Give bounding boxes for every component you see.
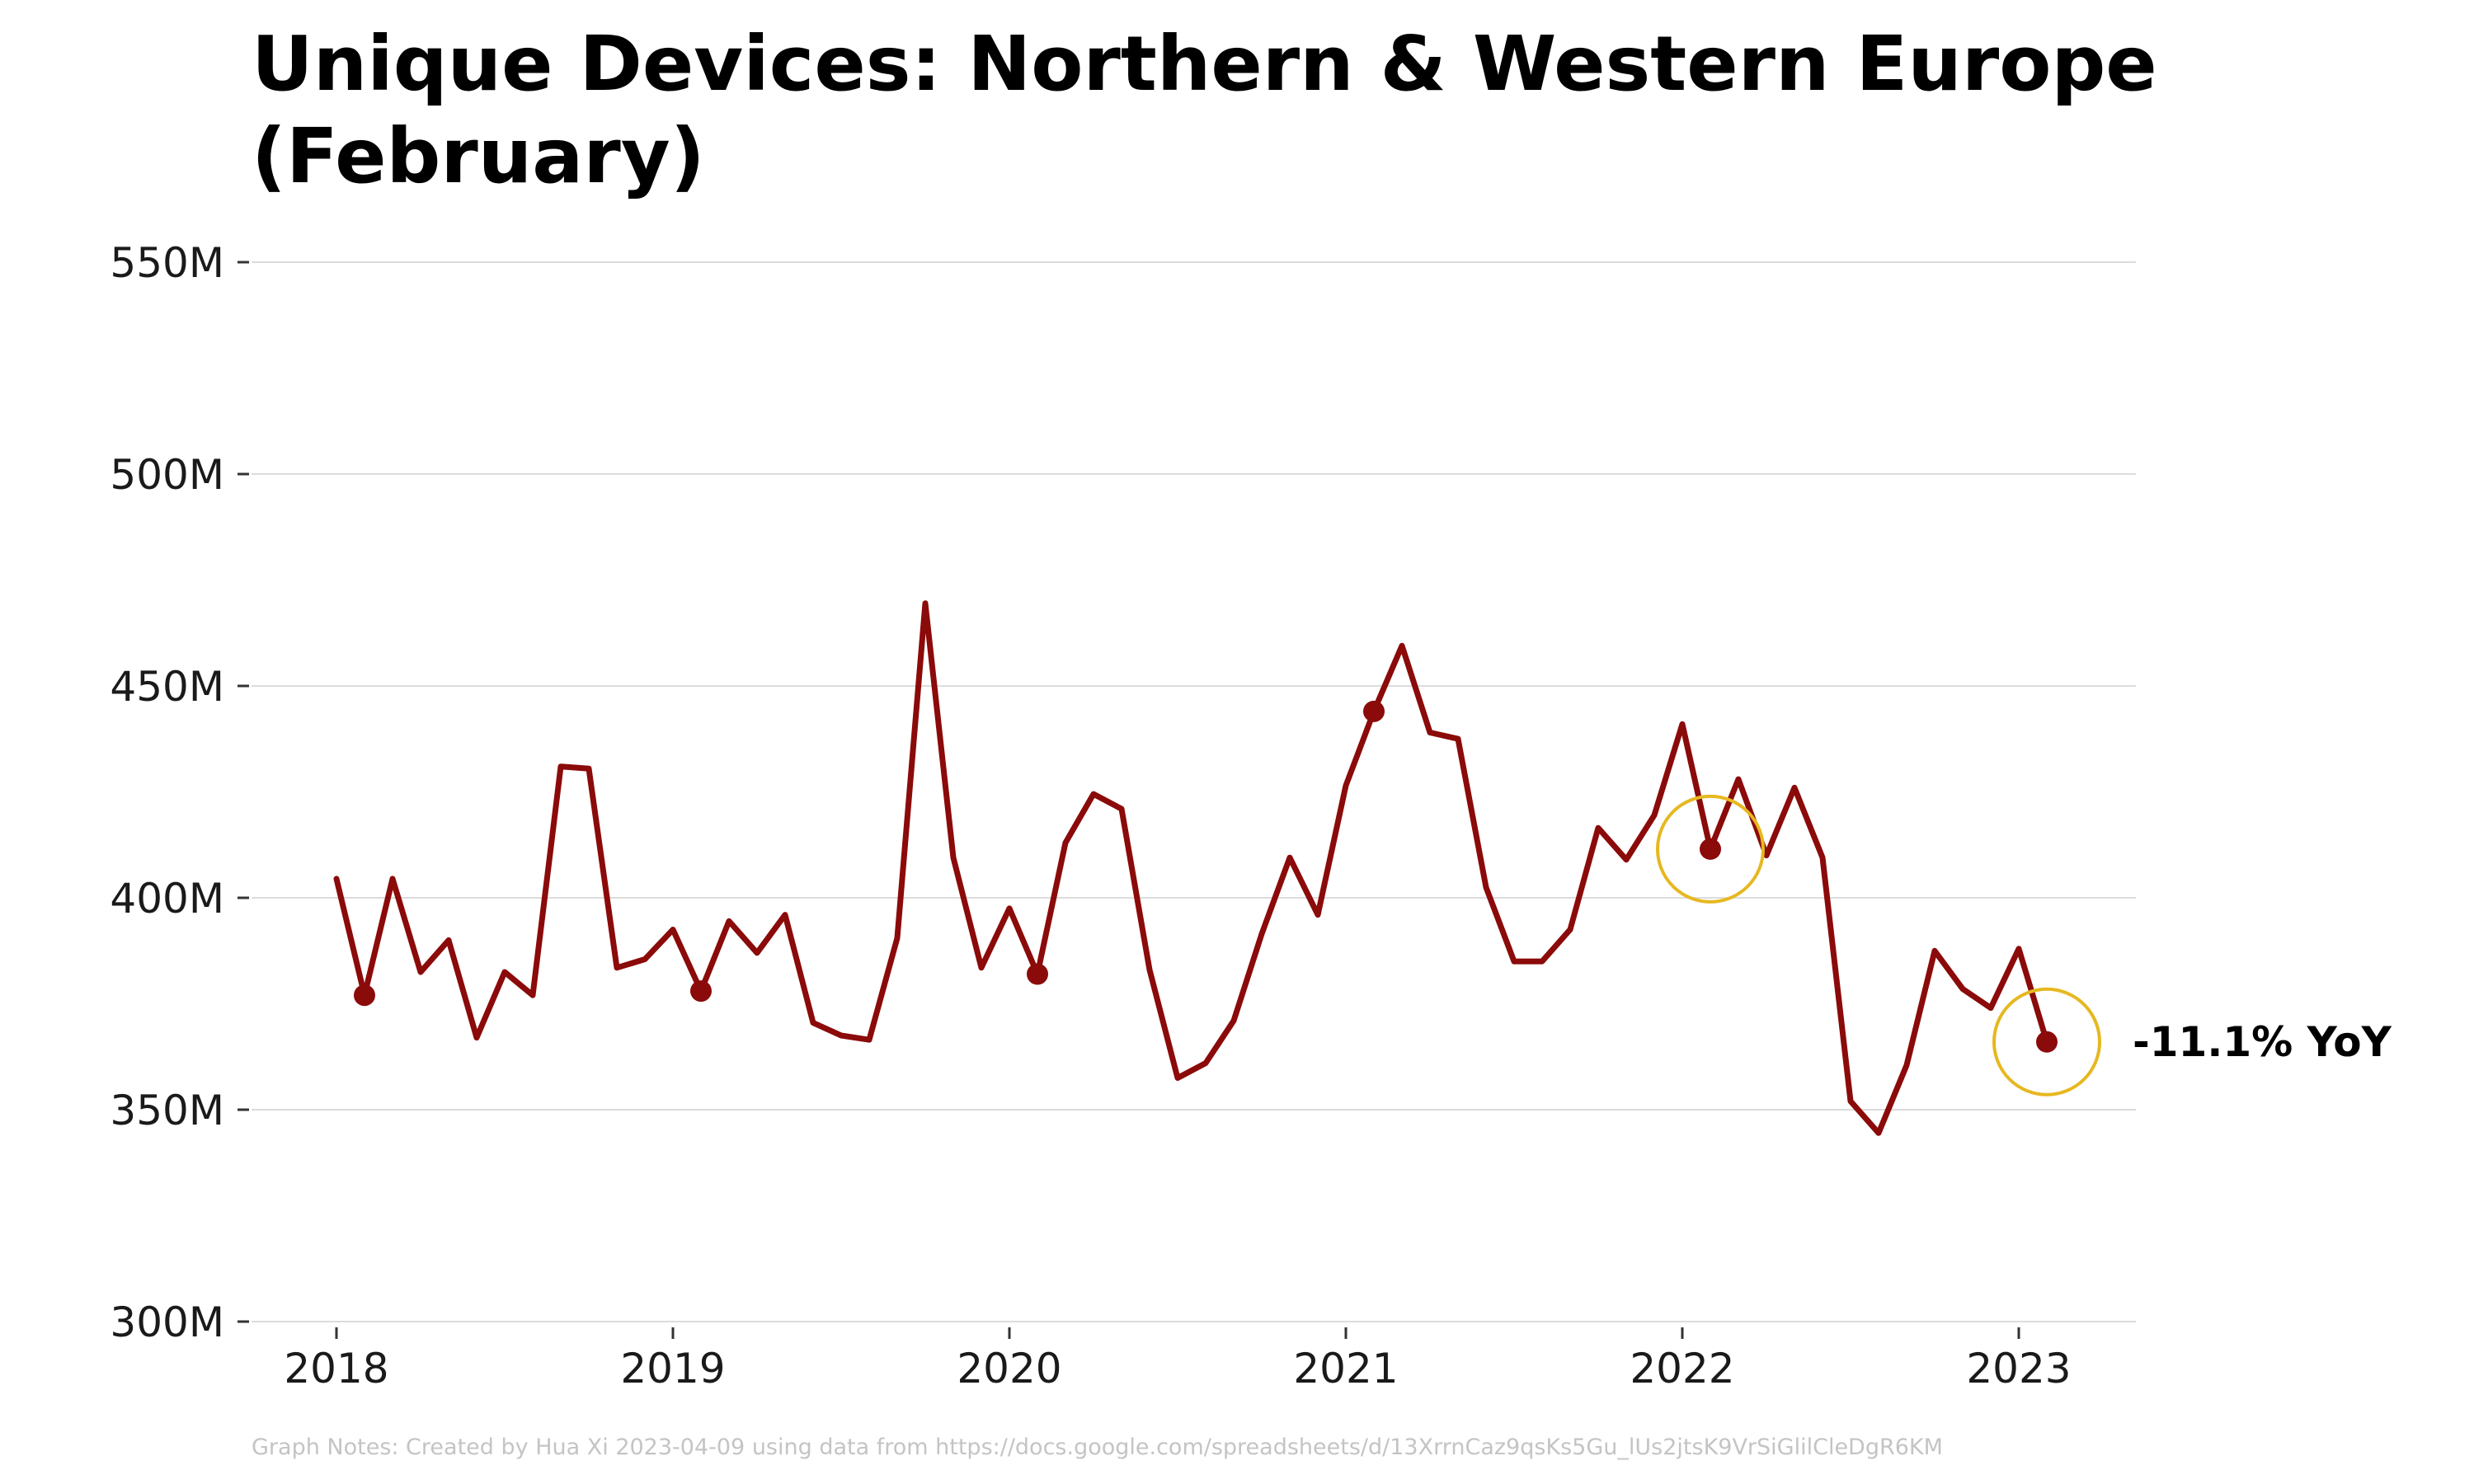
x-tick-label: 2023 xyxy=(1966,1345,2071,1392)
y-tick-label: 450M xyxy=(110,663,224,711)
y-tick-label: 550M xyxy=(110,239,224,287)
february-point xyxy=(354,984,375,1007)
series-layer xyxy=(333,600,2050,1136)
highlight-circle xyxy=(1656,794,1765,904)
graph-notes: Graph Notes: Created by Hua Xi 2023-04-0… xyxy=(252,1435,1943,1460)
february-point xyxy=(2036,1031,2058,1053)
highlight-circle xyxy=(1992,987,2101,1097)
y-tick-label: 300M xyxy=(110,1298,224,1346)
y-tick-label: 350M xyxy=(110,1087,224,1134)
x-tick-label: 2020 xyxy=(957,1345,1061,1392)
x-axis: 2018 2019 2020 2021 2022 2023 xyxy=(284,1327,2072,1392)
series-line xyxy=(333,600,2050,1136)
y-axis: 300M 350M 400M 450M 500M 550M xyxy=(110,239,249,1346)
x-tick-label: 2022 xyxy=(1630,1345,1734,1392)
y-tick-label: 400M xyxy=(110,875,224,923)
x-tick-label: 2021 xyxy=(1293,1345,1398,1392)
x-tick-label: 2018 xyxy=(284,1345,388,1392)
february-point xyxy=(1700,838,1721,860)
annotation-layer: -11.1% YoY xyxy=(1656,794,2392,1097)
february-point xyxy=(690,980,712,1003)
february-point xyxy=(1363,700,1385,722)
x-tick-label: 2019 xyxy=(620,1345,725,1392)
yoy-annotation: -11.1% YoY xyxy=(2133,1018,2392,1066)
february-point xyxy=(1027,963,1048,985)
chart-title: Unique Devices: Northern & Western Europ… xyxy=(252,20,2157,200)
marker-layer xyxy=(354,700,2058,1053)
y-tick-label: 500M xyxy=(110,451,224,499)
gridlines xyxy=(252,261,2136,1322)
